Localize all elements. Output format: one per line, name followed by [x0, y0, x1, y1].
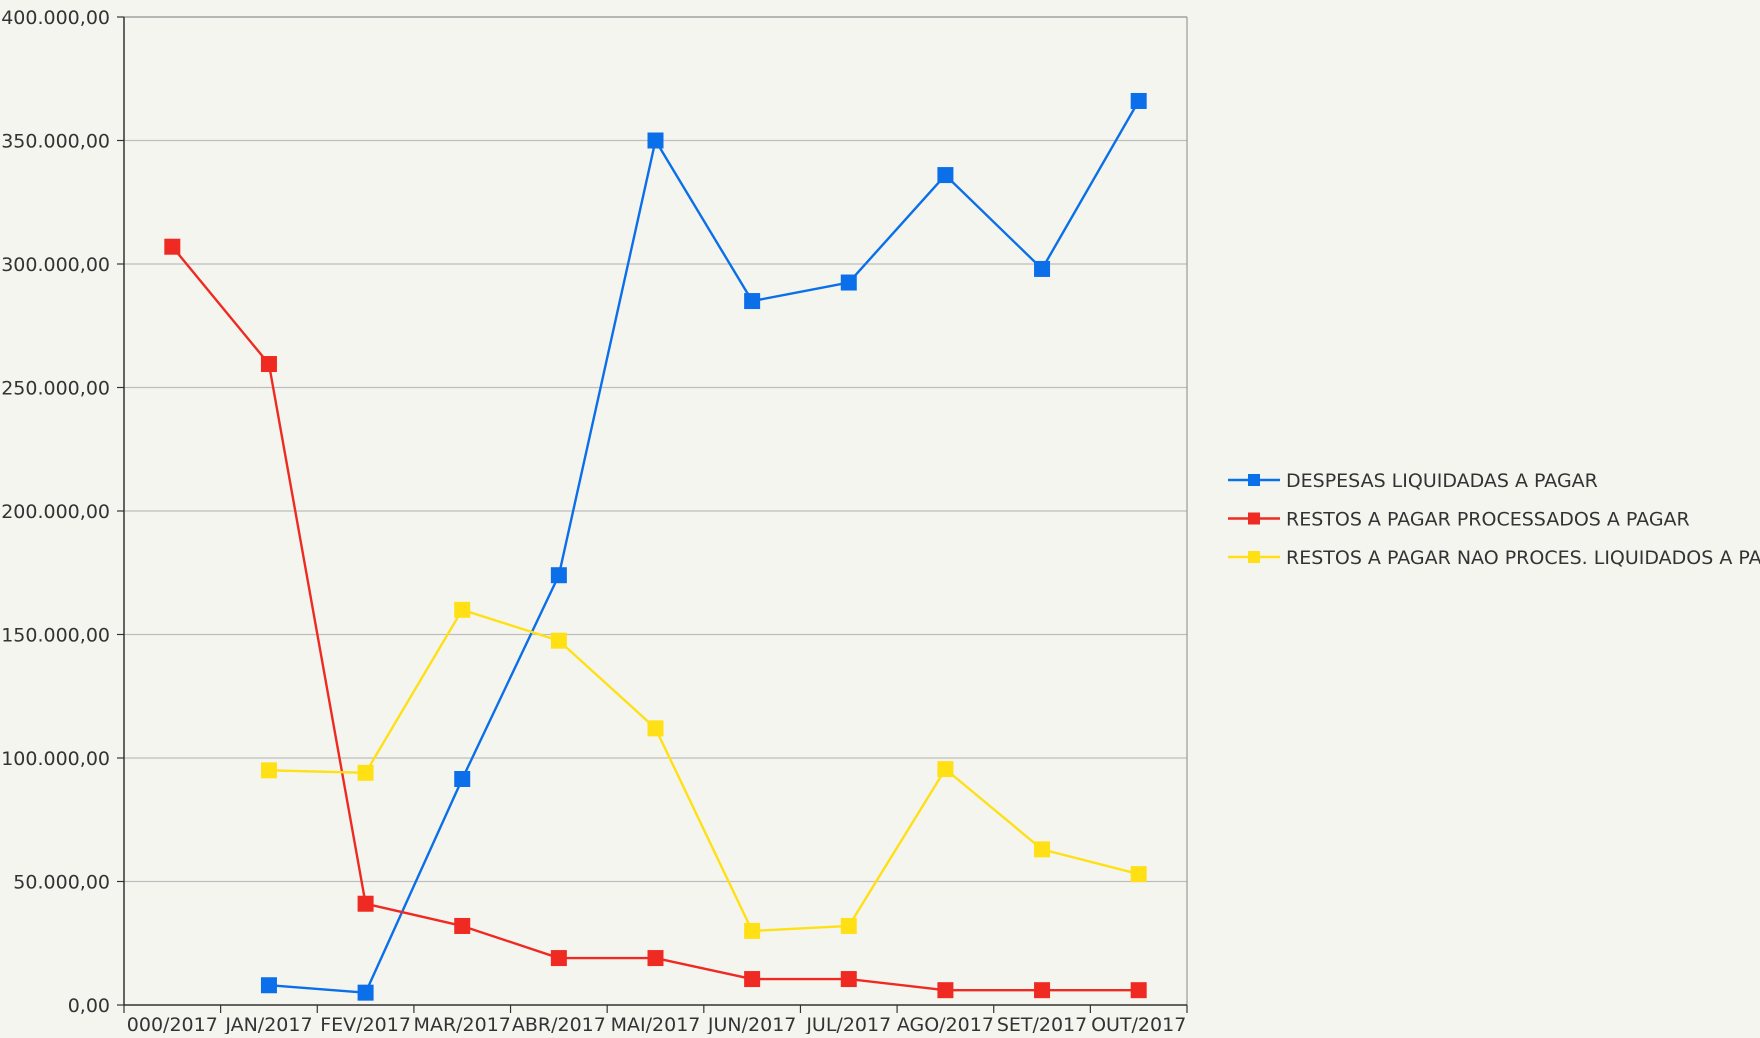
- series-line: [268, 100, 1140, 994]
- y-tick-label: 400.000,00: [1, 7, 110, 29]
- data-point-marker: [550, 950, 567, 967]
- data-point-marker: [840, 917, 857, 934]
- data-point-marker: [1034, 841, 1051, 858]
- data-point-marker: [744, 293, 761, 310]
- data-point-marker: [937, 982, 954, 999]
- legend-entry: RESTOS A PAGAR PROCESSADOS A PAGAR: [1228, 509, 1690, 531]
- y-tick-label: 350.000,00: [1, 131, 110, 153]
- legend-marker: [1248, 474, 1260, 486]
- data-point-marker: [937, 167, 954, 184]
- series-group: [260, 92, 1147, 1001]
- y-tick-label: 150.000,00: [1, 625, 110, 647]
- data-point-marker: [647, 720, 664, 737]
- x-tick-label: 000/2017: [127, 1014, 218, 1034]
- x-tick-label: JAN/2017: [224, 1014, 312, 1034]
- data-point-marker: [260, 762, 277, 779]
- data-point-marker: [744, 971, 761, 988]
- data-point-marker: [647, 950, 664, 967]
- data-point-marker: [937, 761, 954, 778]
- legend-entry: RESTOS A PAGAR NAO PROCES. LIQUIDADOS A …: [1228, 547, 1760, 569]
- x-tick-label: SET/2017: [997, 1014, 1087, 1034]
- data-point-marker: [454, 770, 471, 787]
- y-tick-label: 50.000,00: [13, 872, 110, 894]
- data-point-marker: [744, 922, 761, 939]
- data-point-marker: [1130, 982, 1147, 999]
- data-point-marker: [454, 601, 471, 618]
- legend-marker: [1248, 512, 1260, 525]
- x-tick-label: JUN/2017: [707, 1014, 796, 1034]
- legend: DESPESAS LIQUIDADAS A PAGAR RESTOS A PAGA…: [1228, 470, 1760, 569]
- x-tick-label: ABR/2017: [512, 1014, 606, 1034]
- axes: [117, 16, 1188, 1013]
- legend-label: DESPESAS LIQUIDADAS A PAGAR: [1286, 470, 1598, 492]
- y-tick-label: 100.000,00: [1, 748, 110, 770]
- legend-label: RESTOS A PAGAR PROCESSADOS A PAGAR: [1286, 509, 1690, 531]
- data-point-marker: [1034, 982, 1051, 999]
- data-point-marker: [357, 895, 374, 912]
- series-line: [268, 608, 1139, 933]
- series-group: [164, 238, 1147, 999]
- data-point-marker: [260, 356, 277, 373]
- x-tick-label: MAR/2017: [414, 1014, 511, 1034]
- x-tick-label: MAI/2017: [611, 1014, 701, 1034]
- series: [164, 92, 1147, 1001]
- data-point-marker: [1130, 92, 1147, 109]
- data-point-marker: [550, 567, 567, 584]
- y-axis-tick-labels: 0,00 50.000,00 100.000,00 150.000,00 200.000…: [1, 7, 110, 1017]
- legend-label: RESTOS A PAGAR NAO PROCES. LIQUIDADOS A …: [1286, 547, 1760, 569]
- series-group: [260, 601, 1147, 939]
- x-tick-label: JUL/2017: [805, 1014, 891, 1034]
- legend-marker: [1248, 551, 1260, 563]
- y-tick-label: 200.000,00: [1, 501, 110, 523]
- data-point-marker: [260, 977, 277, 994]
- data-point-marker: [1034, 260, 1051, 277]
- legend-entry: DESPESAS LIQUIDADAS A PAGAR: [1228, 470, 1598, 492]
- data-point-marker: [164, 238, 181, 255]
- data-point-marker: [840, 971, 857, 988]
- y-tick-label: 300.000,00: [1, 254, 110, 276]
- data-point-marker: [357, 984, 374, 1001]
- data-point-marker: [1130, 866, 1147, 883]
- x-tick-label: OUT/2017: [1091, 1014, 1186, 1034]
- y-tick-label: 0,00: [68, 995, 110, 1017]
- y-tick-label: 250.000,00: [1, 378, 110, 400]
- x-tick-label: AGO/2017: [897, 1014, 994, 1034]
- data-point-marker: [550, 632, 567, 649]
- x-tick-label: FEV/2017: [320, 1014, 411, 1034]
- data-point-marker: [454, 917, 471, 934]
- x-axis-tick-labels: 000/2017 JAN/2017 FEV/2017 MAR/2017 ABR/2017…: [127, 1014, 1186, 1036]
- data-point-marker: [840, 274, 857, 291]
- data-point-marker: [357, 764, 374, 781]
- data-point-marker: [647, 132, 664, 149]
